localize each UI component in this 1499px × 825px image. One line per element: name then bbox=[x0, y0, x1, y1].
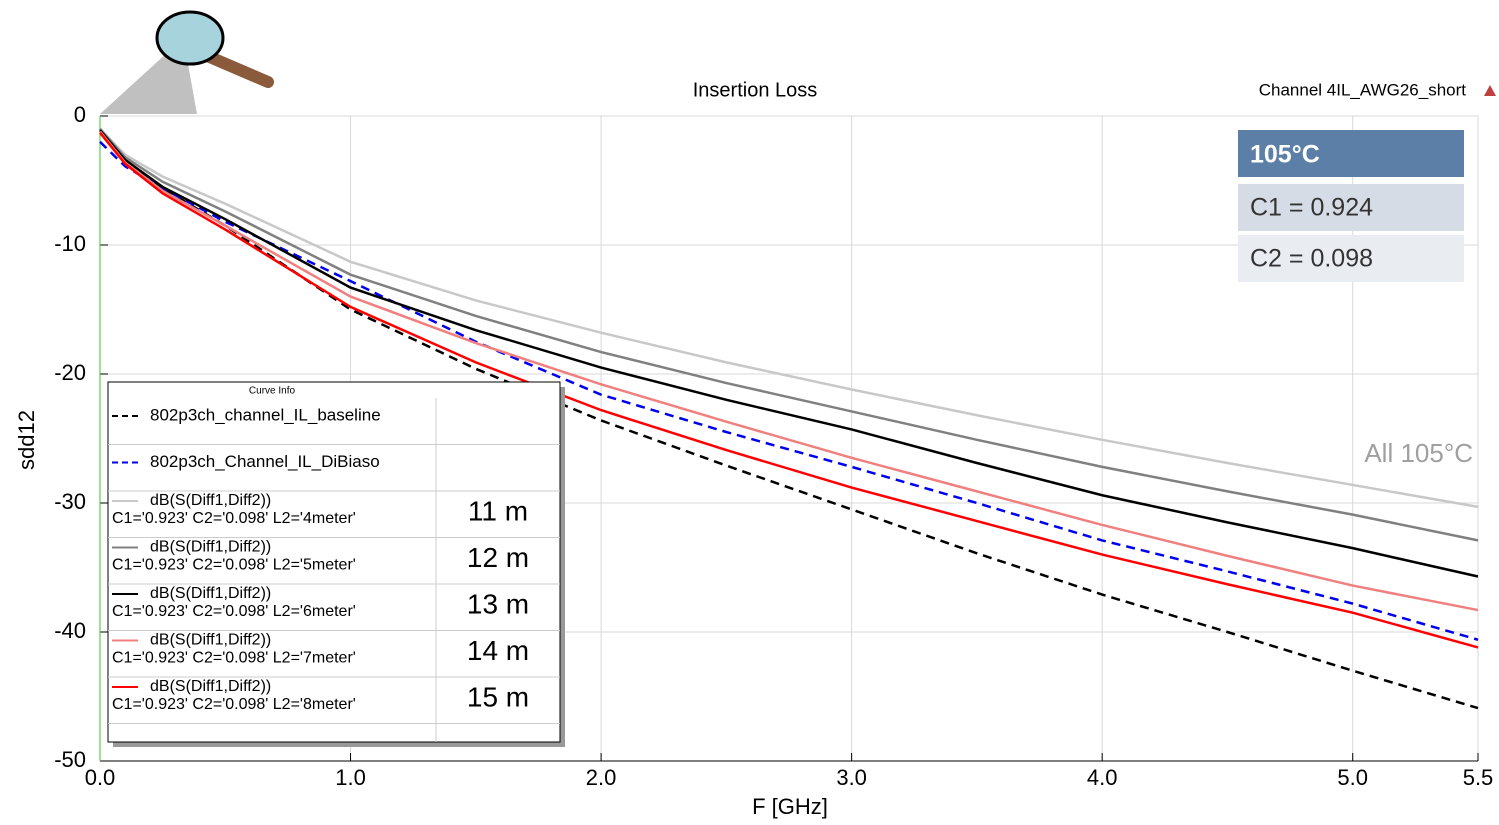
legend-label: 802p3ch_Channel_IL_DiBiaso bbox=[150, 452, 380, 471]
x-tick-label: 5.0 bbox=[1337, 765, 1368, 790]
legend-label: dB(S(Diff1,Diff2)) bbox=[150, 632, 271, 649]
series-line bbox=[99, 140, 1479, 641]
y-tick-label: -30 bbox=[54, 489, 86, 514]
legend-label: C1='0.923' C2='0.098' L2='7meter' bbox=[112, 650, 356, 667]
x-axis-label: F [GHz] bbox=[752, 794, 828, 819]
info-header-bg bbox=[1238, 130, 1464, 177]
y-tick-label: -10 bbox=[54, 231, 86, 256]
x-tick-label: 5.5 bbox=[1463, 765, 1494, 790]
y-axis-label: sdd12 bbox=[14, 410, 39, 470]
y-tick-label: -50 bbox=[54, 747, 86, 772]
legend-title: Curve Info bbox=[249, 386, 296, 397]
legend-label: C1='0.923' C2='0.098' L2='6meter' bbox=[112, 603, 356, 620]
legend-note: 11 m bbox=[468, 495, 528, 526]
series-line bbox=[99, 128, 1479, 710]
info-row: C1 = 0.924 bbox=[1250, 194, 1373, 222]
legend-box bbox=[107, 381, 561, 743]
legend-label: C1='0.923' C2='0.098' L2='8meter' bbox=[112, 696, 356, 713]
marker-icon bbox=[1484, 85, 1496, 96]
legend-note: 15 m bbox=[467, 681, 529, 712]
legend-label: 802p3ch_channel_IL_baseline bbox=[150, 405, 381, 424]
magnifier-icon bbox=[155, 10, 274, 88]
x-tick-label: 1.0 bbox=[335, 765, 366, 790]
info-header: 105°C bbox=[1250, 141, 1320, 169]
legend-note: 13 m bbox=[467, 588, 529, 619]
x-tick-label: 2.0 bbox=[586, 765, 617, 790]
y-tick-label: -40 bbox=[54, 618, 86, 643]
series-line bbox=[99, 128, 1479, 509]
x-tick-label: 3.0 bbox=[836, 765, 867, 790]
series-line bbox=[99, 130, 1479, 612]
zoom-wedge bbox=[100, 52, 197, 114]
y-tick-label: -20 bbox=[54, 360, 86, 385]
info-row-bg bbox=[1238, 184, 1464, 231]
legend-note: 12 m bbox=[467, 542, 529, 573]
legend-note: 14 m bbox=[467, 635, 529, 666]
series-line bbox=[99, 129, 1479, 578]
x-tick-label: 0.0 bbox=[85, 765, 116, 790]
legend-label: C1='0.923' C2='0.098' L2='5meter' bbox=[112, 557, 356, 574]
legend-label: dB(S(Diff1,Diff2)) bbox=[150, 492, 271, 509]
y-tick-label: 0 bbox=[74, 102, 86, 127]
legend-label: dB(S(Diff1,Diff2)) bbox=[150, 678, 271, 695]
info-row: C2 = 0.098 bbox=[1250, 245, 1373, 273]
chart-subtitle: Channel 4IL_AWG26_short bbox=[1259, 80, 1467, 99]
info-row-bg bbox=[1238, 235, 1464, 282]
legend-label: dB(S(Diff1,Diff2)) bbox=[150, 539, 271, 556]
series-line bbox=[99, 131, 1479, 649]
legend-label: C1='0.923' C2='0.098' L2='4meter' bbox=[112, 510, 356, 527]
chart-title: Insertion Loss bbox=[693, 79, 818, 101]
legend-label: dB(S(Diff1,Diff2)) bbox=[150, 585, 271, 602]
x-tick-label: 4.0 bbox=[1087, 765, 1118, 790]
series-line bbox=[99, 128, 1479, 542]
annotation: All 105°C bbox=[1364, 438, 1473, 468]
